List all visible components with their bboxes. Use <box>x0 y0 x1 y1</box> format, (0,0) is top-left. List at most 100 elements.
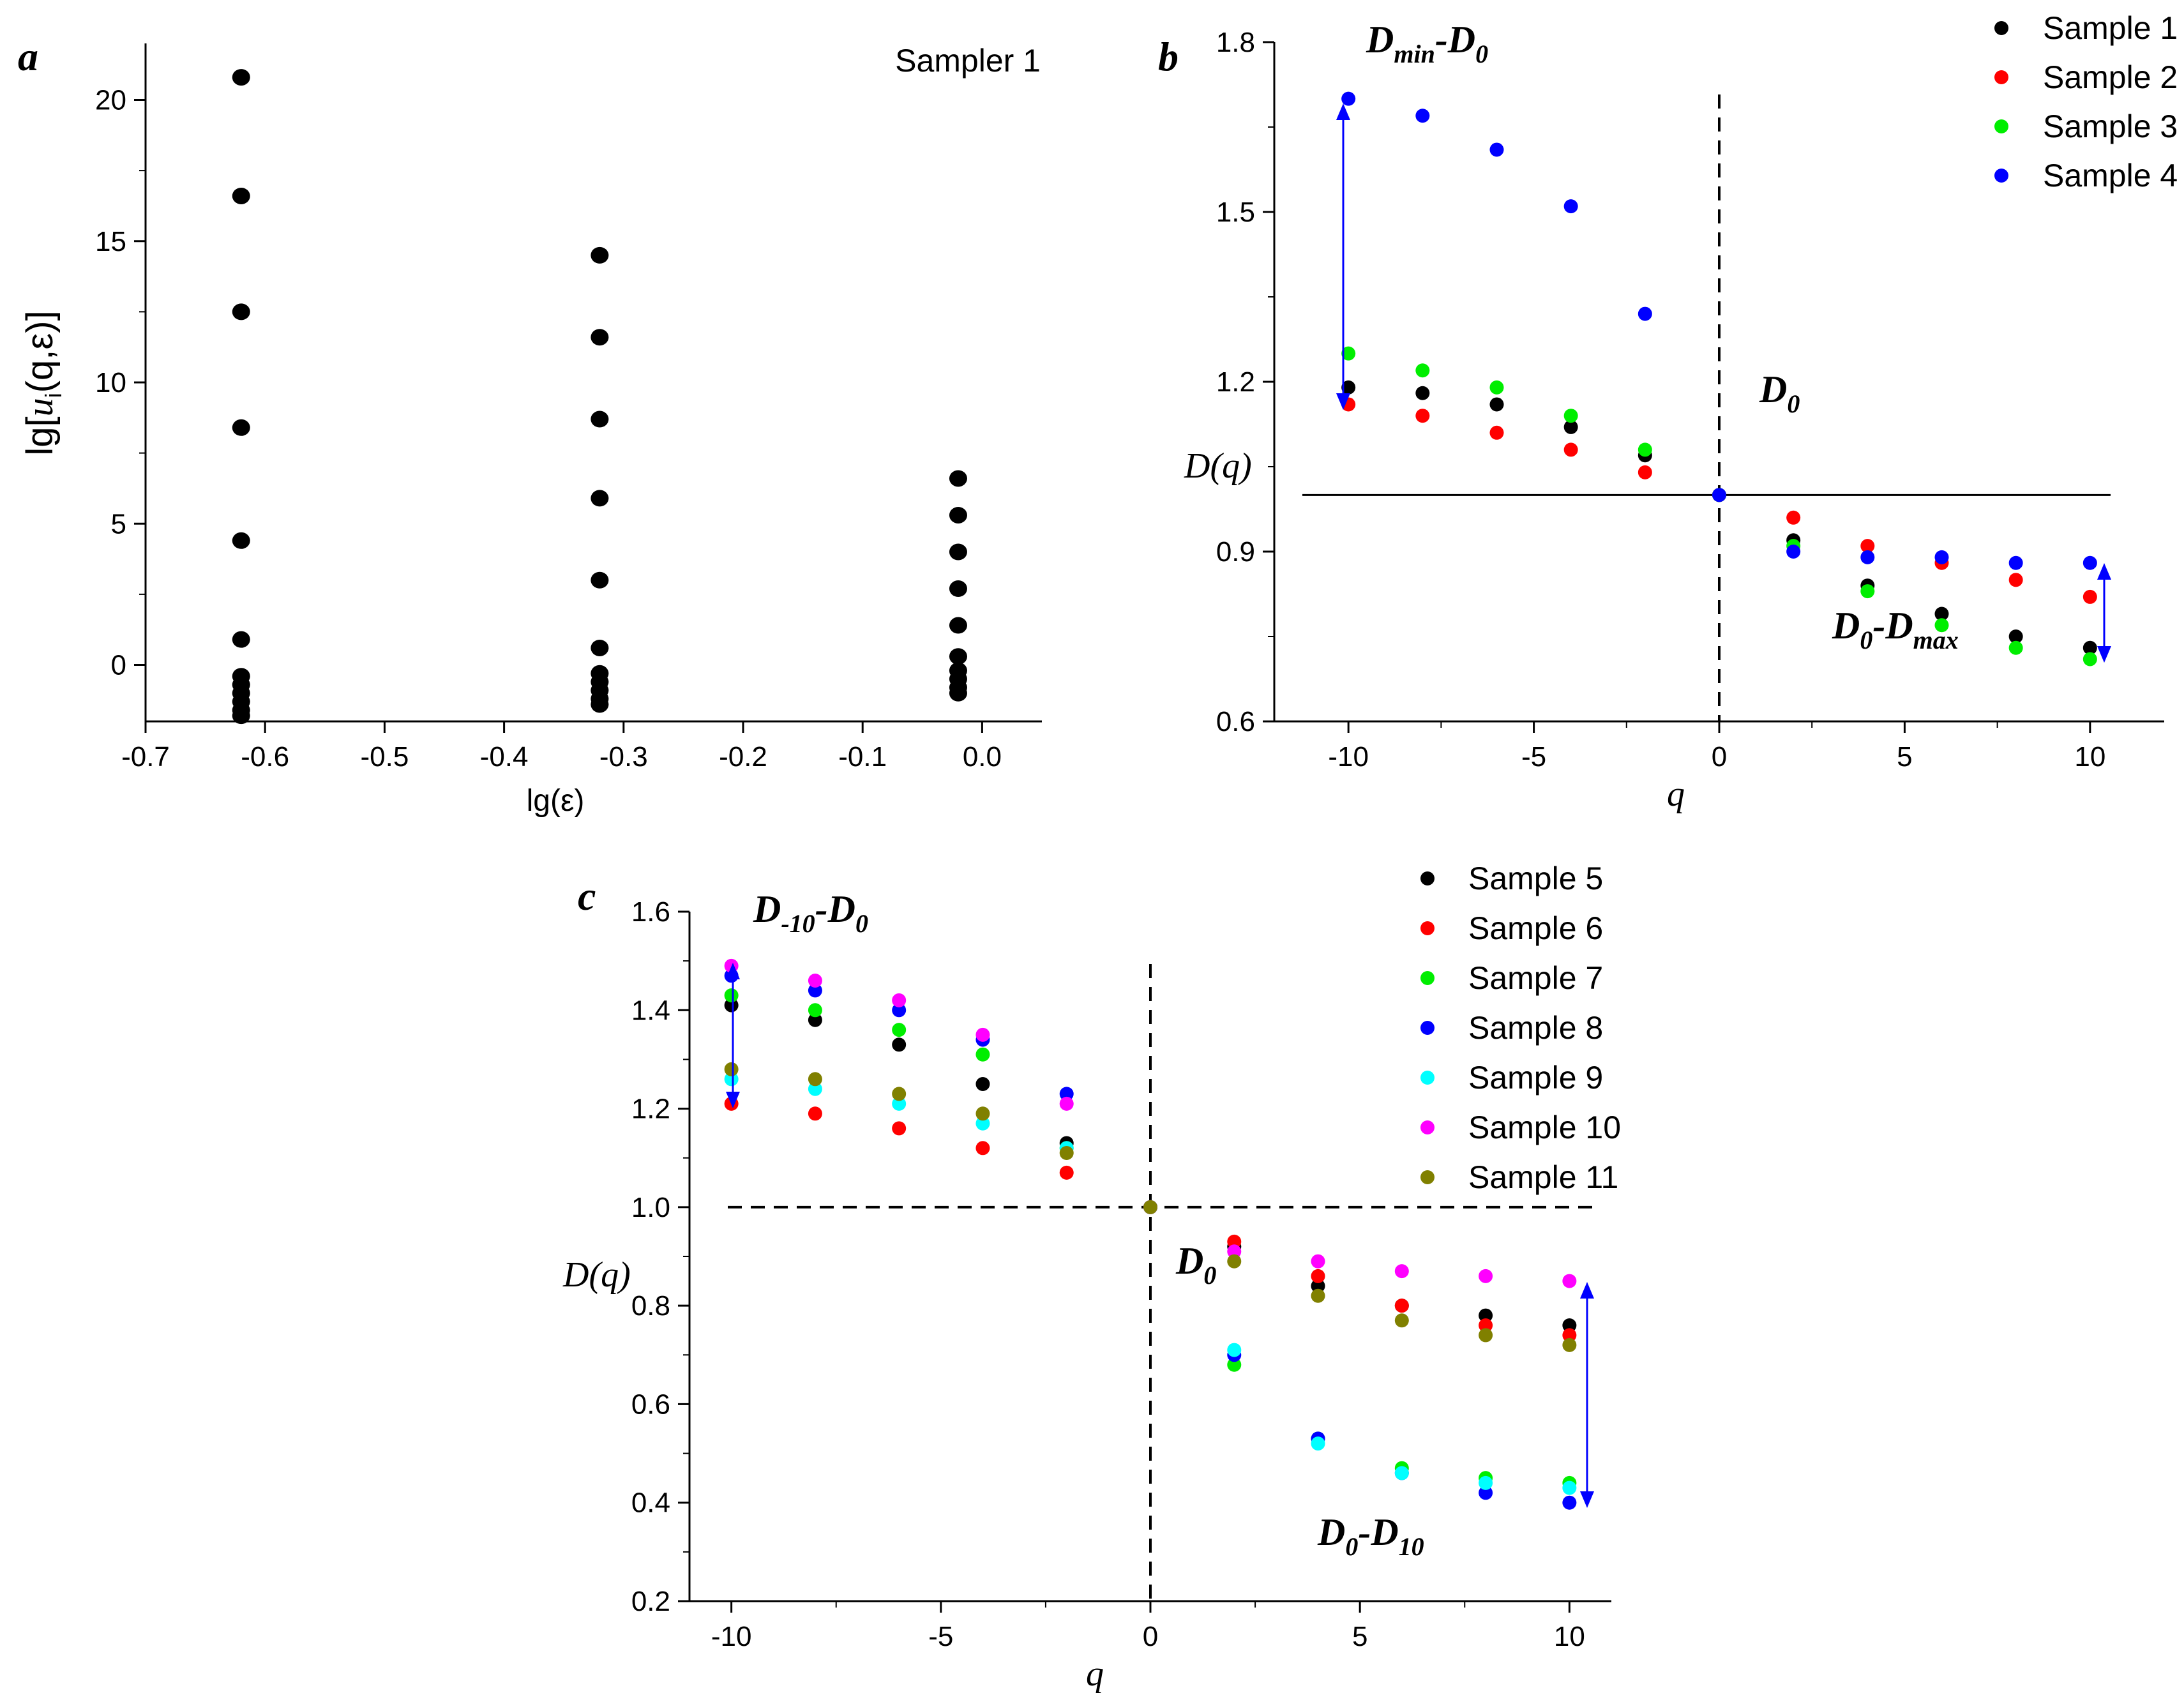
data-point <box>892 1023 907 1037</box>
x-tick-label: 5 <box>1352 1621 1367 1652</box>
legend-label: Sample 7 <box>1468 960 1603 996</box>
annotation-d-10-d0: D-10-D0 <box>753 888 868 938</box>
data-point <box>1562 1318 1577 1332</box>
y-title-prefix: lg[ <box>19 416 61 455</box>
data-point <box>1562 1495 1577 1510</box>
annotation-dmin-d0-main: D <box>1366 19 1394 61</box>
x-tick-label: 0.0 <box>963 741 1002 772</box>
data-point <box>1394 1466 1409 1480</box>
annotation-d0-d10-rest: -D <box>1358 1511 1398 1553</box>
y-tick-label: 15 <box>95 226 126 257</box>
x-tick-label: 0 <box>1712 741 1727 772</box>
data-point <box>2082 652 2097 667</box>
y-tick-label: 0.4 <box>631 1488 670 1519</box>
data-point <box>232 303 250 320</box>
data-point <box>591 639 609 656</box>
x-tick-label: 0 <box>1143 1621 1158 1652</box>
data-point <box>808 974 822 988</box>
data-point <box>591 329 609 346</box>
data-point <box>1394 1313 1409 1328</box>
annotation-d0-d10-sub2: 10 <box>1399 1532 1424 1561</box>
x-axis-title: q <box>1667 774 1685 814</box>
data-point <box>1143 1200 1157 1214</box>
legend-label: Sample 2 <box>2043 59 2178 95</box>
data-point <box>892 993 907 1007</box>
y-tick-label: 1.2 <box>1216 366 1255 398</box>
annotation-d0: D0 <box>1759 368 1800 418</box>
data-point <box>591 246 609 264</box>
data-point <box>1415 409 1430 423</box>
x-tick-label: -0.7 <box>121 741 170 772</box>
arrow-b-right-head-bottom <box>2097 646 2111 663</box>
annotation-d0-dmax-sub2: max <box>1913 626 1959 654</box>
data-point <box>1934 618 1949 633</box>
data-point <box>1415 363 1430 378</box>
annotation-d-10-d0-rest: -D <box>815 888 855 930</box>
data-point <box>975 1047 990 1062</box>
data-point <box>808 1106 822 1121</box>
data-point <box>1860 584 1875 599</box>
data-point <box>232 187 250 204</box>
data-point <box>1638 306 1652 321</box>
data-point <box>808 1072 822 1087</box>
legend-label: Sample 6 <box>1468 910 1603 946</box>
y-tick-label: 0 <box>111 650 126 681</box>
data-point <box>724 998 739 1013</box>
data-point <box>949 684 967 702</box>
data-point <box>1311 1436 1325 1451</box>
y-tick-label: 1.0 <box>631 1192 670 1223</box>
data-point <box>1786 510 1801 525</box>
arrow-c-right-head-bottom <box>1580 1491 1594 1508</box>
data-point <box>1227 1357 1242 1372</box>
data-point <box>1934 606 1949 621</box>
data-point <box>1227 1343 1242 1357</box>
data-point <box>1638 465 1652 479</box>
data-point <box>1562 1480 1577 1495</box>
annotation-d0-dmax-main: D <box>1832 605 1860 647</box>
x-tick-label: -0.2 <box>719 741 767 772</box>
data-point <box>591 490 609 507</box>
data-point <box>949 470 967 487</box>
x-axis-title: lg(ε) <box>527 784 585 818</box>
legend-marker <box>1994 169 2008 183</box>
annotation-dmin-d0-rest: -D <box>1435 19 1475 61</box>
data-point <box>975 1141 990 1156</box>
data-point <box>808 1003 822 1018</box>
data-point <box>892 1003 907 1018</box>
data-point <box>1479 1328 1493 1343</box>
data-point <box>1227 1234 1242 1249</box>
legend-label: Sample 10 <box>1468 1110 1621 1145</box>
legend-marker <box>1420 1071 1435 1085</box>
annotation-d0: D0 <box>1175 1240 1216 1290</box>
x-tick-label: -0.5 <box>360 741 409 772</box>
data-point <box>1563 409 1578 423</box>
annotation-d0-sub: 0 <box>1203 1261 1216 1290</box>
data-point <box>1860 539 1875 554</box>
data-point <box>724 1072 739 1087</box>
panel-b: -10 -5 0 5 10 0.6 0.9 1.2 1.5 1.8 b q D(q) Sample 1 Sa… <box>1158 10 2178 814</box>
data-point <box>2082 589 2097 604</box>
data-point <box>1479 1475 1493 1490</box>
data-point <box>1415 386 1430 400</box>
data-point <box>1934 550 1949 564</box>
annotation-d-10-d0-main: D <box>753 888 781 930</box>
y-title-u: u <box>19 398 61 416</box>
data-point <box>2008 555 2023 570</box>
data-point <box>232 69 250 86</box>
data-point <box>2008 573 2023 587</box>
panel-c: -10 -5 0 5 10 0.2 0.4 0.6 0.8 1.0 1.2 1.4 1.6 c q D(q) S… <box>562 861 1621 1694</box>
data-point <box>1786 545 1801 559</box>
panel-a: -0.7 -0.6 -0.5 -0.4 -0.3 -0.2 -0.1 0.0 0 5 10 15 20 a… <box>18 34 1042 818</box>
annotation-dmin-d0: Dmin-D0 <box>1366 19 1488 68</box>
data-point <box>1562 1328 1577 1343</box>
data-point <box>1059 1146 1074 1160</box>
data-point <box>232 631 250 648</box>
annotation-d0-dmax-rest: -D <box>1872 605 1913 647</box>
annotation-d0-dmax-sub: 0 <box>1860 626 1872 654</box>
data-point <box>892 1121 907 1136</box>
data-point <box>1341 91 1356 106</box>
y-tick-label: 0.2 <box>631 1586 670 1617</box>
data-point <box>892 1087 907 1101</box>
data-point <box>808 1081 822 1096</box>
